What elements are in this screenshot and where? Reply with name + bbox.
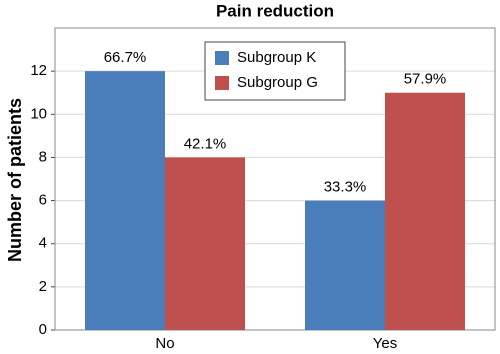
chart-title: Pain reduction [216, 1, 334, 20]
y-axis-label: Number of patients [5, 98, 25, 262]
legend-label: Subgroup G [237, 74, 318, 91]
bar [85, 71, 165, 331]
bar [385, 92, 465, 330]
y-tick-label: 2 [39, 278, 47, 295]
y-tick-label: 4 [39, 235, 47, 252]
legend-swatch [215, 76, 229, 90]
value-label: 33.3% [324, 179, 367, 196]
value-label: 66.7% [104, 49, 147, 66]
x-tick-label: No [155, 335, 174, 352]
y-tick-label: 6 [39, 192, 47, 209]
bar [165, 157, 245, 330]
value-label: 42.1% [184, 135, 227, 152]
y-tick-label: 0 [39, 321, 47, 338]
legend-label: Subgroup K [237, 49, 316, 66]
x-tick-label: Yes [373, 335, 397, 352]
y-tick-label: 10 [30, 105, 47, 122]
bar [305, 200, 385, 330]
y-tick-label: 12 [30, 62, 47, 79]
y-tick-label: 8 [39, 148, 47, 165]
plot-frame [54, 27, 496, 331]
value-label: 57.9% [404, 71, 447, 88]
legend-swatch [215, 51, 229, 65]
